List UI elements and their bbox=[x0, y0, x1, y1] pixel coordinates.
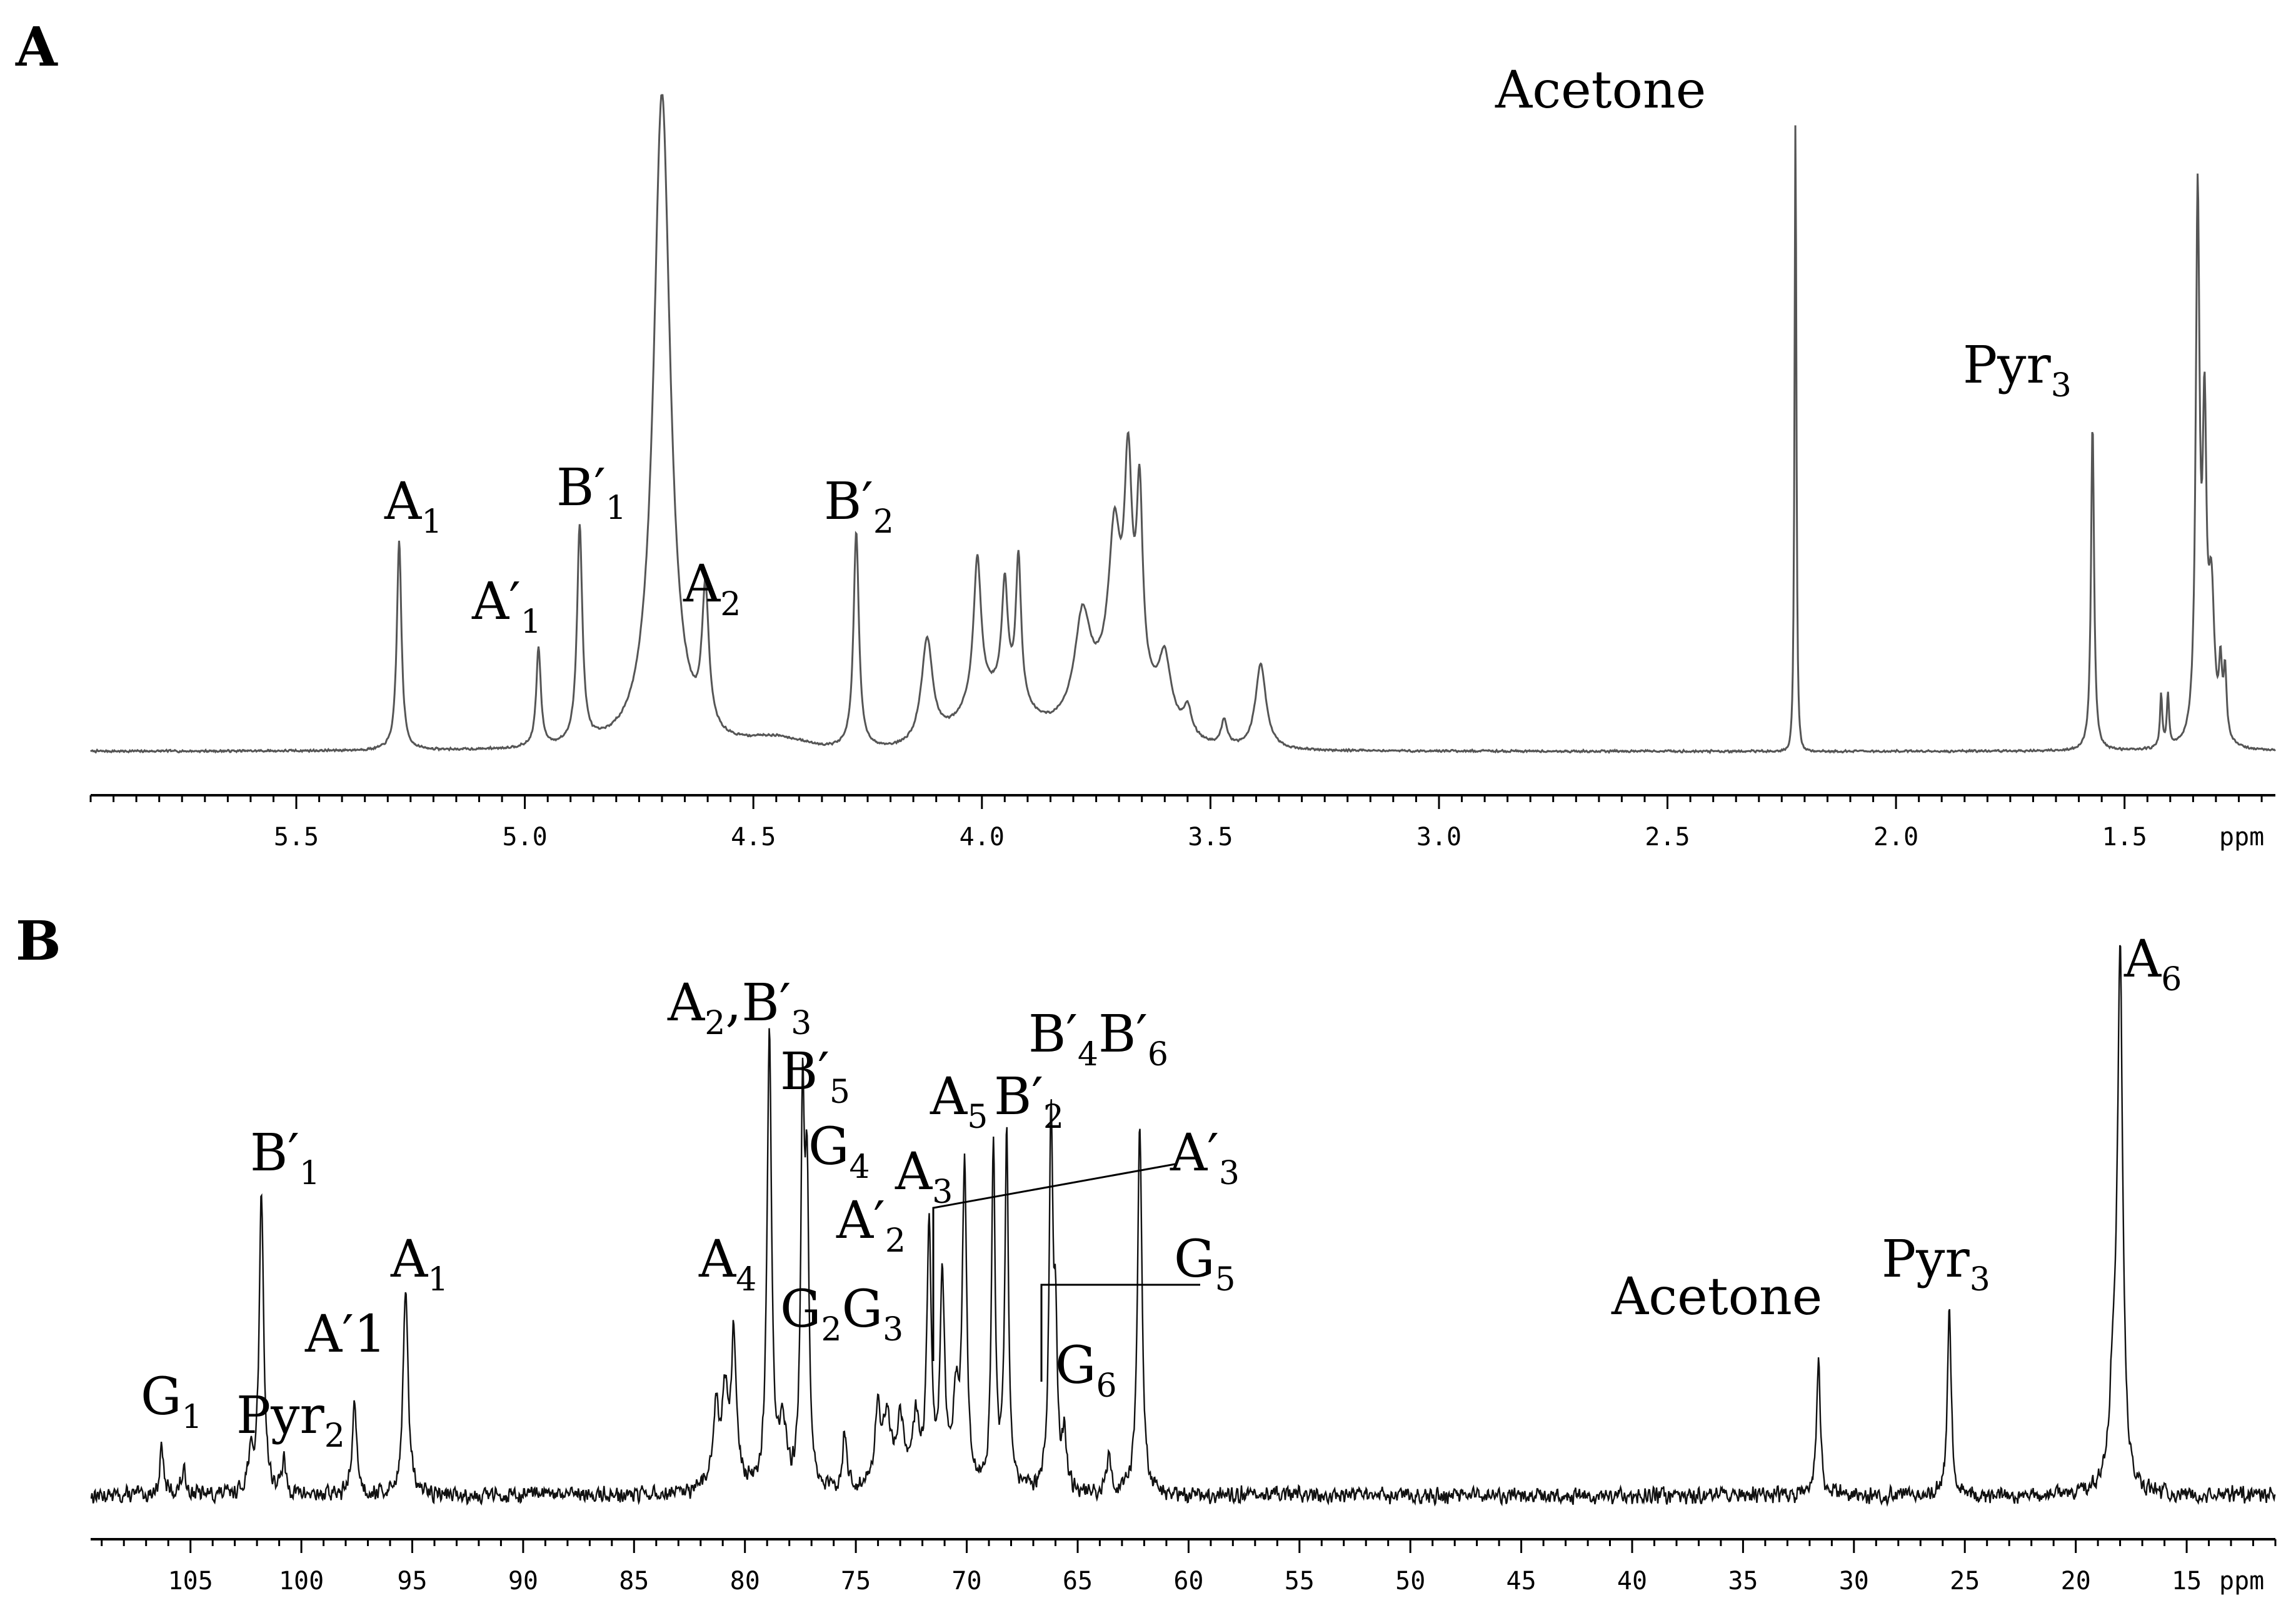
tick-label: 20 bbox=[2061, 1567, 2091, 1595]
panel-b-label-g6: G6 bbox=[1055, 1336, 1117, 1405]
tick-label: 55 bbox=[1285, 1567, 1315, 1595]
panel-b-label-acetone: Acetone bbox=[1611, 1267, 1822, 1327]
tick-label: 90 bbox=[508, 1567, 538, 1595]
panel-b-label-g1: G1 bbox=[141, 1367, 203, 1436]
panel-b-label-g4: G4 bbox=[808, 1117, 870, 1186]
panel-a-label-a1: A1 bbox=[384, 472, 442, 541]
panel-a: A 5.5 5.0 4.5 4.0 3.5 3.0 2.5 2.0 1.5 ppm A1 A′1… bbox=[15, 16, 2276, 852]
tick-label: 15 bbox=[2172, 1567, 2202, 1595]
panel-b-label-b-prime-2: B′2 bbox=[994, 1067, 1064, 1136]
panel-a-letter: A bbox=[15, 16, 58, 79]
panel-b: B 105 100 95 90 85 80 75 70 65 60 55 50 45 40 35 30 25 20… bbox=[16, 910, 2277, 1595]
panel-b-leader-a-prime-3 bbox=[932, 1163, 1176, 1361]
tick-label: 30 bbox=[1839, 1567, 1869, 1595]
tick-label: 5.5 bbox=[274, 823, 319, 852]
panel-b-label-a2-b-prime-3: A2,B′3 bbox=[667, 973, 811, 1042]
panel-b-label-b-prime-1: B′1 bbox=[250, 1123, 320, 1192]
panel-a-ticks bbox=[89, 795, 2263, 809]
tick-label: 3.5 bbox=[1188, 823, 1233, 852]
panel-b-unit-label: ppm bbox=[2219, 1567, 2264, 1595]
panel-b-label-a5: A5 bbox=[930, 1067, 988, 1136]
panel-b-label-a3: A3 bbox=[895, 1142, 953, 1211]
panel-a-label-a2: A2 bbox=[683, 555, 741, 623]
tick-label: 2.0 bbox=[1873, 823, 1918, 852]
tick-label: 2.5 bbox=[1645, 823, 1690, 852]
panel-b-label-a6: A6 bbox=[2123, 930, 2182, 998]
panel-b-label-b-prime-4-b-prime-6: B′4B′6 bbox=[1028, 1005, 1168, 1073]
tick-label: 75 bbox=[841, 1567, 871, 1595]
panel-b-label-a-prime-1: A′1 bbox=[304, 1305, 386, 1364]
panel-b-letter: B bbox=[16, 910, 61, 973]
panel-b-leader-g5 bbox=[1040, 1284, 1200, 1382]
tick-label: 3.0 bbox=[1416, 823, 1461, 852]
tick-label: 1.5 bbox=[2102, 823, 2147, 852]
tick-label: 80 bbox=[730, 1567, 760, 1595]
panel-a-tick-labels: 5.5 5.0 4.5 4.0 3.5 3.0 2.5 2.0 1.5 bbox=[274, 823, 2147, 852]
tick-label: 25 bbox=[1950, 1567, 1980, 1595]
panel-b-label-g2-g3: G2G3 bbox=[780, 1280, 903, 1349]
panel-b-label-g5: G5 bbox=[1174, 1230, 1236, 1299]
panel-a-spectrum-trace bbox=[89, 94, 2276, 755]
tick-label: 65 bbox=[1063, 1567, 1093, 1595]
panel-a-unit-label: ppm bbox=[2219, 823, 2264, 852]
panel-a-label-a-prime-1: A′1 bbox=[471, 572, 541, 641]
tick-label: 95 bbox=[397, 1567, 427, 1595]
tick-label: 85 bbox=[619, 1567, 649, 1595]
tick-label: 45 bbox=[1506, 1567, 1537, 1595]
panel-b-label-pyr3: Pyr3 bbox=[1882, 1230, 1990, 1299]
tick-label: 105 bbox=[168, 1567, 213, 1595]
panel-b-ticks bbox=[101, 1539, 2277, 1553]
panel-b-spectrum-trace bbox=[90, 945, 2276, 1507]
tick-label: 40 bbox=[1617, 1567, 1647, 1595]
panel-b-label-b-prime-5: B′5 bbox=[780, 1042, 850, 1111]
panel-a-label-acetone: Acetone bbox=[1495, 61, 1706, 120]
panel-b-label-pyr2: Pyr2 bbox=[236, 1386, 345, 1455]
tick-label: 100 bbox=[279, 1567, 324, 1595]
panel-b-label-a-prime-2: A′2 bbox=[836, 1191, 906, 1260]
tick-label: 35 bbox=[1728, 1567, 1758, 1595]
panel-a-label-b-prime-2: B′2 bbox=[824, 472, 894, 541]
tick-label: 4.0 bbox=[960, 823, 1005, 852]
tick-label: 50 bbox=[1395, 1567, 1425, 1595]
panel-b-label-a4: A4 bbox=[698, 1230, 756, 1299]
panel-b-label-a-prime-3: A′3 bbox=[1170, 1123, 1240, 1192]
panel-b-label-a1: A1 bbox=[390, 1230, 448, 1299]
tick-label: 4.5 bbox=[731, 823, 776, 852]
tick-label: 60 bbox=[1173, 1567, 1203, 1595]
panel-b-tick-labels: 105 100 95 90 85 80 75 70 65 60 55 50 45 40 35 30 25 20 15 bbox=[168, 1567, 2202, 1595]
panel-a-label-pyr3: Pyr3 bbox=[1963, 336, 2072, 405]
tick-label: 70 bbox=[951, 1567, 981, 1595]
panel-a-label-b-prime-1: B′1 bbox=[556, 458, 626, 527]
tick-label: 5.0 bbox=[502, 823, 547, 852]
